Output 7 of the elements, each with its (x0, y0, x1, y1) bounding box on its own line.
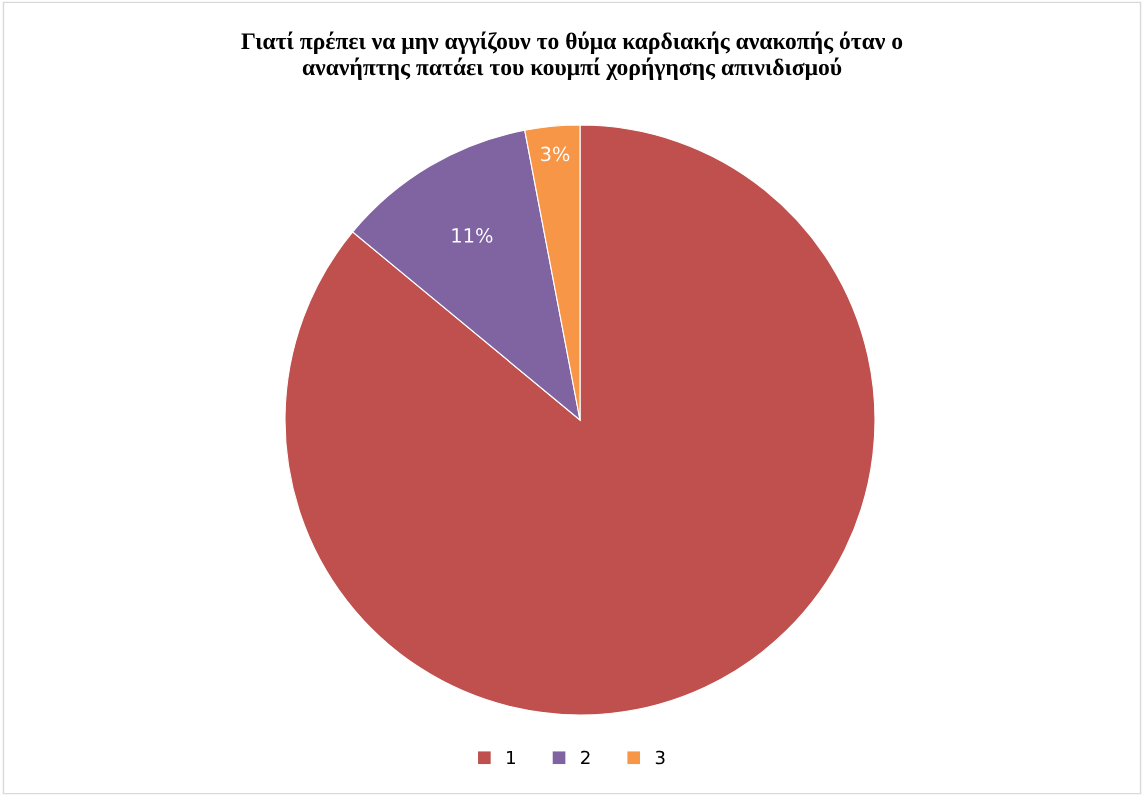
data-label: 11% (452, 228, 493, 243)
legend-label: 3 (655, 750, 665, 765)
data-label: 3% (541, 146, 570, 162)
pie-slice (284, 124, 876, 716)
chart-title: Γιατί πρέπει να μην αγγίζουν το θύμα καρδιακής ανακοπής όταν ο ανανήπτης πατάει του κουμπί χορήγησης απινιδισμού (241, 31, 903, 81)
legend-label: 1 (507, 750, 515, 765)
legend-label: 2 (581, 750, 590, 765)
